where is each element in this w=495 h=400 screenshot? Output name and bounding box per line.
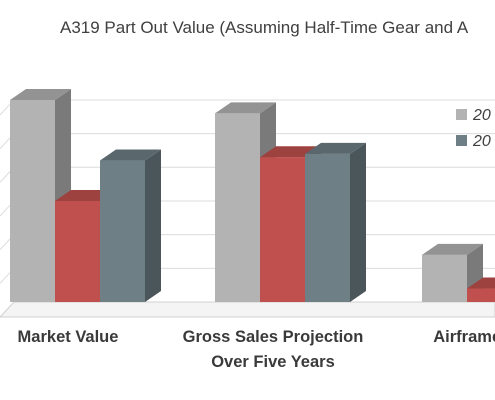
- bar-top: [467, 277, 495, 289]
- bar-front: [305, 153, 350, 302]
- bar-layer: [10, 88, 495, 302]
- bar: [467, 277, 495, 302]
- bar-front: [10, 99, 55, 302]
- category-label: Airframe V: [433, 328, 495, 346]
- bar-front: [55, 200, 100, 302]
- legend-swatch: [456, 135, 467, 146]
- category-label: Gross Sales Projection Over Five Years: [183, 328, 364, 371]
- bar-top: [10, 88, 71, 100]
- bar-top: [305, 142, 366, 154]
- bar-front: [100, 160, 145, 302]
- bar-top: [100, 149, 161, 161]
- bar-side: [145, 149, 161, 302]
- bar-front: [260, 157, 305, 302]
- category-labels: Market Value Gross Sales Projection Over F…: [18, 328, 495, 371]
- bar-side: [350, 142, 366, 302]
- bar: [422, 243, 483, 302]
- legend-label: 20: [472, 133, 491, 150]
- bar-top: [215, 102, 276, 114]
- category-label: Market Value: [18, 328, 119, 346]
- chart-floor: [0, 301, 495, 318]
- legend-swatch: [456, 109, 467, 120]
- bar-top: [422, 243, 483, 255]
- bar-front: [467, 288, 495, 302]
- bar-front: [215, 113, 260, 302]
- bar-front: [422, 254, 467, 302]
- bar: [100, 149, 161, 302]
- bar: [305, 142, 366, 302]
- legend-label: 20: [472, 107, 491, 124]
- chart-title: A319 Part Out Value (Assuming Half-Time …: [60, 18, 469, 37]
